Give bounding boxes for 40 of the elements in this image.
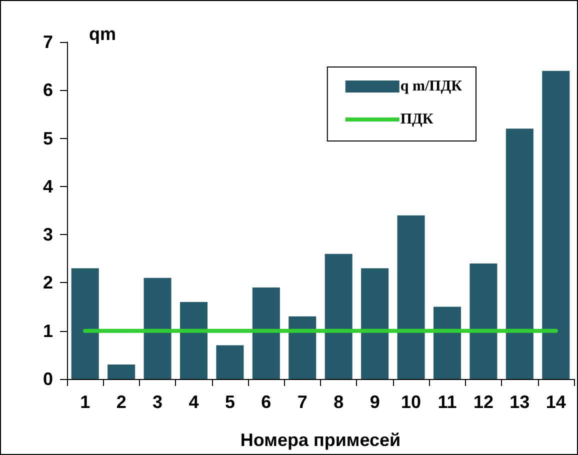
- y-tick-label: 0: [42, 369, 53, 389]
- y-tick-label: 3: [42, 224, 53, 245]
- x-tick-label: 2: [116, 392, 126, 412]
- bar: [542, 70, 570, 379]
- x-tick-label: 10: [401, 392, 422, 412]
- x-tick-label: 6: [261, 392, 272, 412]
- bar: [144, 278, 172, 379]
- x-tick-label: 8: [334, 392, 344, 412]
- bar: [361, 268, 389, 379]
- y-tick-label: 5: [42, 128, 53, 148]
- x-tick-label: 12: [473, 392, 494, 412]
- y-axis-title: qm: [89, 24, 116, 44]
- bar: [470, 263, 498, 379]
- legend-label: ПДК: [400, 112, 434, 128]
- x-tick-label: 5: [224, 392, 235, 412]
- bar: [252, 288, 280, 379]
- x-tick-label: 7: [297, 392, 308, 412]
- bar: [288, 316, 316, 379]
- x-tick-label: 11: [438, 392, 457, 412]
- x-tick-label: 1: [80, 392, 90, 412]
- x-tick-label: 9: [370, 392, 380, 412]
- y-tick-label: 2: [42, 272, 53, 293]
- bar: [506, 128, 534, 379]
- x-axis-title: Номера примесей: [240, 430, 401, 450]
- bar: [397, 215, 425, 379]
- y-tick-label: 4: [42, 176, 53, 196]
- bar: [71, 268, 99, 379]
- y-tick-label: 7: [42, 32, 53, 52]
- legend-label: q m/ПДК: [400, 78, 462, 94]
- x-tick-label: 4: [188, 392, 199, 412]
- x-tick-label: 14: [546, 392, 566, 412]
- bar: [108, 364, 136, 379]
- bar: [433, 306, 462, 379]
- x-tick-label: 13: [510, 392, 530, 412]
- bar: [216, 345, 244, 379]
- x-tick-label: 3: [152, 392, 163, 412]
- bar: [324, 254, 352, 379]
- y-tick-label: 6: [42, 80, 53, 100]
- y-tick-label: 1: [42, 320, 53, 341]
- bar: [180, 302, 208, 379]
